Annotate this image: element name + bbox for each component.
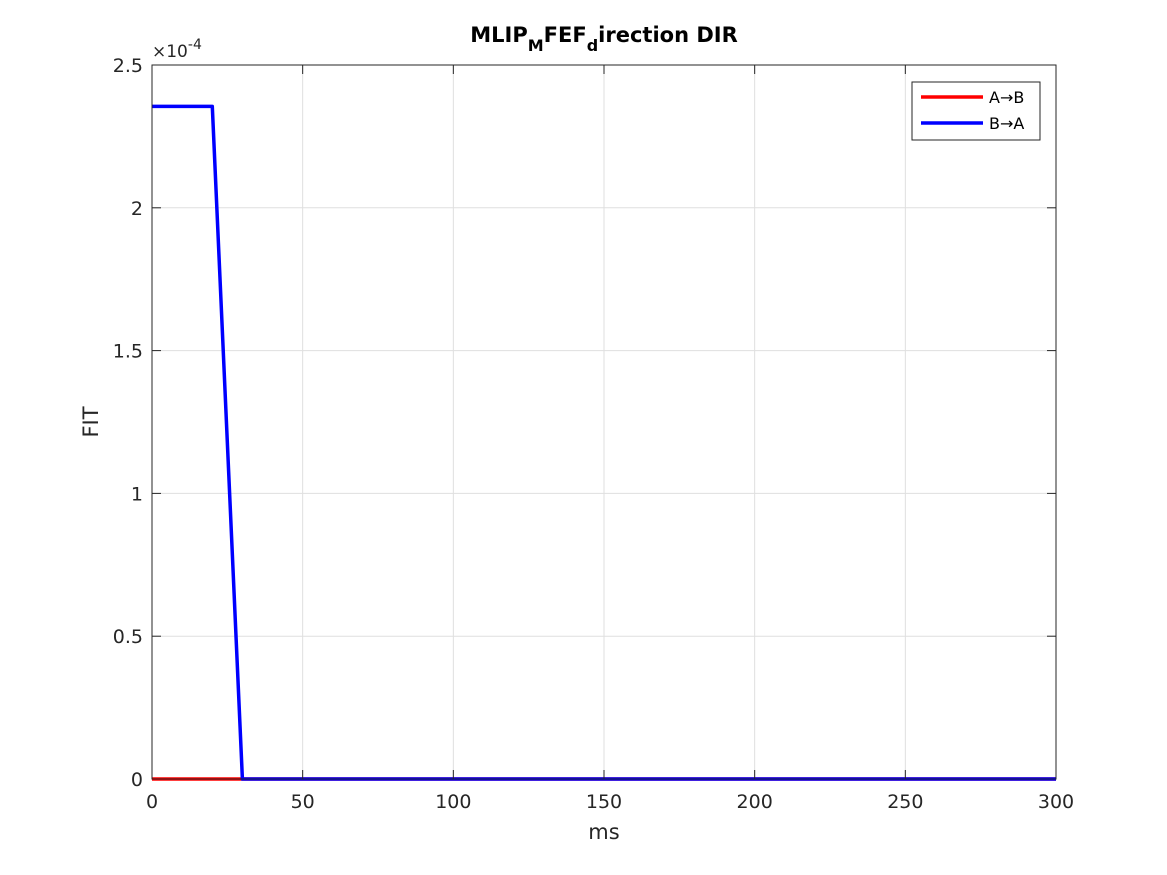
- x-axis-label: ms: [588, 820, 619, 844]
- title-part-3: irection DIR: [598, 23, 738, 47]
- y-tick-label: 1.5: [113, 341, 143, 363]
- x-tick-label: 200: [737, 791, 773, 813]
- chart-title: MLIPMFEFdirection DIR: [470, 23, 738, 55]
- legend-entry: B→A: [989, 114, 1024, 133]
- x-tick-label: 250: [887, 791, 923, 813]
- y-tick-label: 2: [131, 198, 143, 220]
- title-subscript-2: d: [587, 36, 598, 55]
- y-axis: 0 0.5 1 1.5 2 2.5: [113, 55, 1056, 791]
- y-axis-label: FIT: [79, 406, 103, 437]
- x-tick-label: 100: [435, 791, 471, 813]
- x-tick-label: 300: [1038, 791, 1074, 813]
- legend-box: [911, 81, 1041, 141]
- y-exponent: ×10-4: [152, 37, 202, 62]
- x-axis: 0 50 100 150 200 250 300: [146, 65, 1074, 813]
- x-tick-label: 150: [586, 791, 622, 813]
- legend-entry: A→B: [989, 88, 1024, 107]
- y-tick-label: 2.5: [113, 55, 143, 77]
- title-part-1: MLIP: [470, 23, 527, 47]
- title-subscript-1: M: [528, 36, 544, 55]
- y-exponent-base: ×10: [152, 42, 188, 62]
- x-tick-label: 0: [146, 791, 158, 813]
- y-tick-label: 1: [131, 483, 143, 505]
- y-tick-label: 0: [131, 769, 143, 791]
- y-tick-label: 0.5: [113, 626, 143, 648]
- grid: [152, 65, 1056, 779]
- title-part-2: FEF: [544, 23, 587, 47]
- y-exponent-power: -4: [188, 37, 202, 53]
- x-tick-label: 50: [291, 791, 315, 813]
- legend: A→B B→A: [911, 81, 1041, 141]
